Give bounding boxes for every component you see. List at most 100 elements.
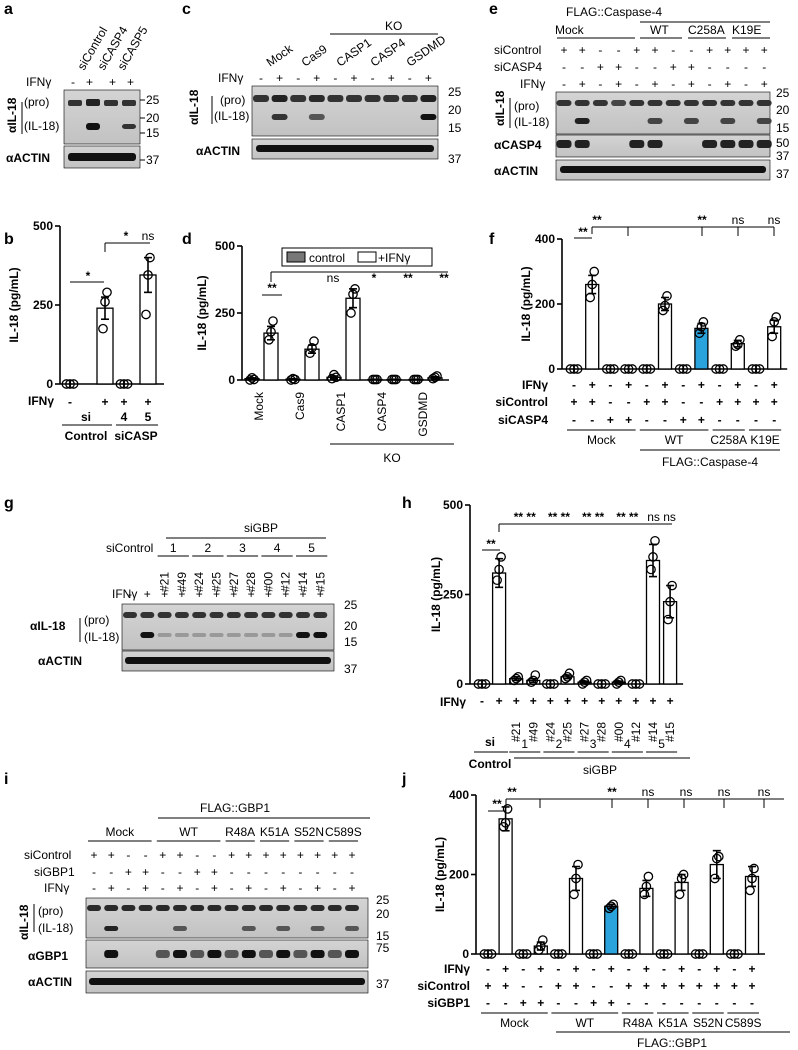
band-label-mature: (IL-18) [84,630,119,644]
y-axis-label: IL-18 (pg/mL) [433,837,447,912]
sign: + [688,60,695,74]
sign: + [101,395,108,409]
data-point [579,677,590,688]
y-axis-label: IL-18 (pg/mL) [429,557,443,632]
y-axis-label: IL-18 (pg/mL) [195,275,209,350]
data-point [511,673,522,684]
band-label-pro: (pro) [220,93,245,107]
sign: + [425,71,432,85]
group-label: WT [575,1016,594,1030]
data-point [496,552,506,562]
band [556,140,572,148]
data-point [585,949,595,959]
si-label: si [81,410,91,424]
data-point [678,364,689,374]
panel-i-blot: FLAG::GBP1 Mock WT R48A K51A S52N C589S siCon… [17,801,390,994]
mw-marker: 37 [776,167,790,181]
band [720,118,736,124]
ifng-row-label: IFNγ [28,394,54,408]
band-label-pro: (pro) [514,99,539,113]
band [104,905,119,911]
sig-star: ** ** [582,510,604,524]
data-point [565,364,576,374]
sign: + [496,694,503,708]
band [123,612,137,618]
data-point [660,300,670,311]
sirna-label: #14 [646,722,660,742]
band [345,926,359,931]
sign: + [608,996,615,1010]
band [574,118,590,124]
sign: + [761,77,768,91]
band [629,140,645,148]
band [271,114,288,120]
band-label-mature: (IL-18) [514,115,549,129]
sig-ns: ns [758,785,771,799]
data-point [61,379,72,389]
group-label: Mock [555,23,585,37]
sign: + [724,77,731,91]
antibody-label: αIL-18 [30,619,66,633]
sign: - [480,694,484,708]
data-point [100,296,110,307]
band [420,95,437,102]
antibody-label: αGBP1 [28,949,68,963]
sign: + [597,60,604,74]
gbp-number: 2 [205,541,212,555]
sign: - [212,848,216,862]
data-point [655,949,666,959]
sign: + [632,694,639,708]
sign: + [696,979,703,993]
sirna-label: #27 [578,722,592,742]
mw-marker: 15 [344,635,358,649]
ko-header: KO [385,19,402,33]
column-label: Cas9 [299,42,330,70]
sign: + [752,395,759,409]
data-point [641,881,652,892]
sign: + [297,848,304,862]
band [683,118,699,124]
group-label: Mock [587,433,617,447]
data-point [605,364,616,374]
sign: - [144,848,148,862]
sign: + [484,979,491,993]
sign: - [718,378,722,392]
data-point [572,364,583,374]
sign: - [662,996,666,1010]
panel-label-c: c [182,1,191,18]
sign: + [598,694,605,708]
data-point [513,671,524,682]
gbp-number: 3 [590,737,597,751]
band [310,950,325,958]
band [173,950,187,958]
sign: - [617,43,621,57]
band-label-pro: (pro) [38,904,63,918]
sign: + [761,43,768,57]
band [702,140,718,148]
panel-label-b: b [4,231,14,248]
mw-marker: 25 [376,893,390,907]
sign: - [247,865,251,879]
mw-marker: 20 [776,103,790,117]
data-point [569,364,579,374]
sirna-label: #27 [227,572,241,592]
sign: + [590,996,597,1010]
sig-star: ** ** [616,510,638,524]
group-label: R48A [623,1016,653,1030]
antibody-label: αIL-18 [187,89,201,125]
antibody-label: αCASP4 [494,138,542,152]
sirna-label: #49 [526,722,540,742]
si-label: si [485,735,495,749]
sign: + [86,75,93,89]
sig-star: ** [403,271,413,285]
band [683,100,699,106]
sign: + [348,848,355,862]
sirna-label: #49 [175,572,189,592]
data-point [627,364,638,374]
data-point [432,371,442,381]
sign: - [732,996,736,1010]
band [87,905,101,911]
antibody-label: αIL-18 [17,904,31,940]
data-point [623,949,634,959]
